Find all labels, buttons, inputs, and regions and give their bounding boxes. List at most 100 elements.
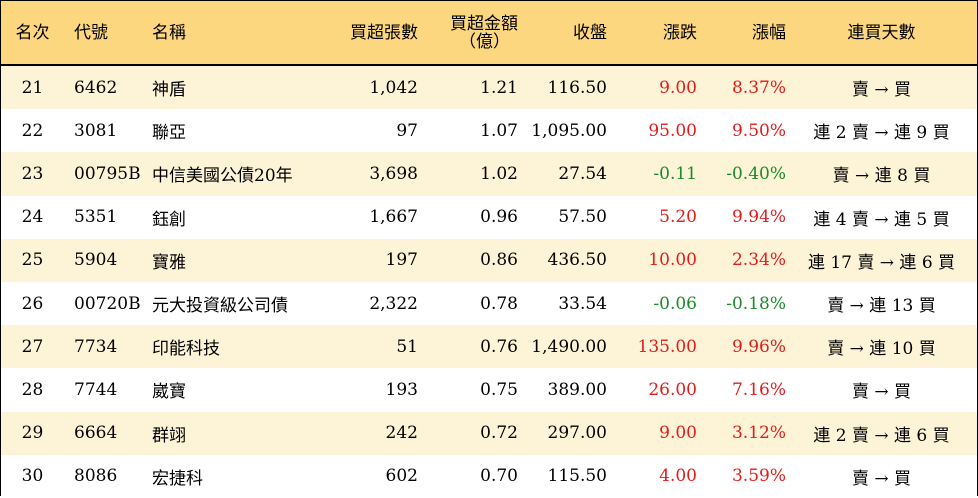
cell-buy-amount: 1.21 bbox=[418, 65, 518, 110]
cell-pct: 9.96% bbox=[697, 325, 786, 369]
cell-name: 鈺創 bbox=[148, 195, 318, 239]
cell-pct: 3.59% bbox=[697, 454, 786, 498]
cell-pct: -0.40% bbox=[697, 152, 786, 196]
cell-code: 00720B bbox=[64, 281, 148, 326]
cell-change: 135.00 bbox=[607, 325, 697, 369]
cell-close: 389.00 bbox=[518, 368, 607, 412]
cell-name: 宏捷科 bbox=[148, 454, 318, 498]
cell-close: 116.50 bbox=[518, 65, 607, 110]
table-row[interactable]: 30 8086 宏捷科 602 0.70 115.50 4.00 3.59% 賣 → 買 bbox=[1, 454, 977, 498]
table-row[interactable]: 25 5904 寶雅 197 0.86 436.50 10.00 2.34% 連 17 賣 → … bbox=[1, 238, 977, 282]
cell-rank: 24 bbox=[1, 195, 64, 239]
cell-code: 7734 bbox=[64, 325, 148, 369]
cell-days: 連 2 賣 → 連 6 買 bbox=[786, 411, 977, 455]
cell-buy-volume: 51 bbox=[318, 325, 418, 369]
table-row[interactable]: 24 5351 鈺創 1,667 0.96 57.50 5.20 9.94% 連 4 賣 → 連… bbox=[1, 195, 977, 239]
cell-rank: 29 bbox=[1, 411, 64, 455]
header-name[interactable]: 名稱 bbox=[148, 1, 318, 66]
table-row[interactable]: 28 7744 崴寶 193 0.75 389.00 26.00 7.16% 賣 → 買 bbox=[1, 368, 977, 412]
cell-close: 1,490.00 bbox=[518, 325, 607, 369]
table-row[interactable]: 29 6664 群翊 242 0.72 297.00 9.00 3.12% 連 2 賣 → 連 … bbox=[1, 411, 977, 455]
cell-code: 5351 bbox=[64, 195, 148, 239]
header-days[interactable]: 連買天數 bbox=[786, 1, 977, 66]
cell-name: 崴寶 bbox=[148, 368, 318, 412]
cell-buy-amount: 1.02 bbox=[418, 152, 518, 196]
cell-close: 436.50 bbox=[518, 238, 607, 282]
table-row[interactable]: 26 00720B 元大投資級公司債 2,322 0.78 33.54 -0.06 -0.18… bbox=[1, 281, 977, 326]
cell-rank: 25 bbox=[1, 238, 64, 282]
cell-code: 8086 bbox=[64, 454, 148, 498]
cell-change: 4.00 bbox=[607, 454, 697, 498]
cell-days: 賣 → 買 bbox=[786, 454, 977, 498]
cell-days: 賣 → 連 8 買 bbox=[786, 152, 977, 196]
cell-close: 57.50 bbox=[518, 195, 607, 239]
cell-change: 9.00 bbox=[607, 411, 697, 455]
cell-name: 群翊 bbox=[148, 411, 318, 455]
header-code[interactable]: 代號 bbox=[64, 1, 148, 66]
cell-change: 26.00 bbox=[607, 368, 697, 412]
header-pct[interactable]: 漲幅 bbox=[697, 1, 786, 66]
header-close[interactable]: 收盤 bbox=[518, 1, 607, 66]
cell-buy-volume: 193 bbox=[318, 368, 418, 412]
cell-buy-amount: 0.78 bbox=[418, 281, 518, 326]
cell-rank: 27 bbox=[1, 325, 64, 369]
cell-pct: 9.50% bbox=[697, 109, 786, 153]
cell-buy-amount: 0.96 bbox=[418, 195, 518, 239]
cell-days: 連 2 賣 → 連 9 買 bbox=[786, 109, 977, 153]
cell-change: -0.11 bbox=[607, 152, 697, 196]
cell-buy-volume: 3,698 bbox=[318, 152, 418, 196]
cell-close: 1,095.00 bbox=[518, 109, 607, 153]
cell-pct: 2.34% bbox=[697, 238, 786, 282]
cell-buy-amount: 0.75 bbox=[418, 368, 518, 412]
cell-buy-amount: 0.70 bbox=[418, 454, 518, 498]
cell-code: 5904 bbox=[64, 238, 148, 282]
header-buy-amount[interactable]: 買超金額 （億） bbox=[418, 1, 518, 66]
cell-name: 元大投資級公司債 bbox=[148, 281, 318, 326]
cell-buy-volume: 1,667 bbox=[318, 195, 418, 239]
cell-pct: 3.12% bbox=[697, 411, 786, 455]
cell-pct: -0.18% bbox=[697, 281, 786, 326]
cell-rank: 21 bbox=[1, 65, 64, 110]
cell-buy-amount: 0.86 bbox=[418, 238, 518, 282]
cell-name: 神盾 bbox=[148, 65, 318, 110]
cell-code: 3081 bbox=[64, 109, 148, 153]
cell-rank: 23 bbox=[1, 152, 64, 196]
cell-rank: 28 bbox=[1, 368, 64, 412]
cell-days: 連 4 賣 → 連 5 買 bbox=[786, 195, 977, 239]
cell-pct: 7.16% bbox=[697, 368, 786, 412]
cell-pct: 8.37% bbox=[697, 65, 786, 110]
cell-days: 賣 → 連 10 買 bbox=[786, 325, 977, 369]
cell-buy-amount: 1.07 bbox=[418, 109, 518, 153]
header-buy-volume[interactable]: 買超張數 bbox=[318, 1, 418, 66]
header-change[interactable]: 漲跌 bbox=[607, 1, 697, 66]
header-buy-amount-line2: （億） bbox=[459, 31, 510, 52]
cell-days: 連 17 賣 → 連 6 買 bbox=[786, 238, 977, 282]
table-row[interactable]: 27 7734 印能科技 51 0.76 1,490.00 135.00 9.96% 賣 → 連… bbox=[1, 325, 977, 369]
cell-days: 賣 → 連 13 買 bbox=[786, 281, 977, 326]
header-row: 名次 代號 名稱 買超張數 買超金額 （億） 收盤 漲跌 漲幅 連買天數 bbox=[1, 1, 977, 66]
cell-change: 95.00 bbox=[607, 109, 697, 153]
cell-close: 27.54 bbox=[518, 152, 607, 196]
cell-rank: 26 bbox=[1, 281, 64, 326]
cell-code: 6664 bbox=[64, 411, 148, 455]
cell-name: 印能科技 bbox=[148, 325, 318, 369]
table-row[interactable]: 21 6462 神盾 1,042 1.21 116.50 9.00 8.37% 賣 → 買 bbox=[1, 65, 977, 110]
cell-buy-amount: 0.72 bbox=[418, 411, 518, 455]
cell-rank: 30 bbox=[1, 454, 64, 498]
cell-change: 10.00 bbox=[607, 238, 697, 282]
header-buy-amount-line1: 買超金額 bbox=[450, 13, 518, 34]
cell-close: 115.50 bbox=[518, 454, 607, 498]
cell-pct: 9.94% bbox=[697, 195, 786, 239]
cell-buy-volume: 1,042 bbox=[318, 65, 418, 110]
table-row[interactable]: 22 3081 聯亞 97 1.07 1,095.00 95.00 9.50% 連 2 賣 → … bbox=[1, 109, 977, 153]
table-row[interactable]: 23 00795B 中信美國公債20年 3,698 1.02 27.54 -0.11 -0.4… bbox=[1, 152, 977, 196]
cell-change: 5.20 bbox=[607, 195, 697, 239]
cell-buy-volume: 197 bbox=[318, 238, 418, 282]
cell-close: 33.54 bbox=[518, 281, 607, 326]
header-rank[interactable]: 名次 bbox=[1, 1, 64, 66]
cell-name: 中信美國公債20年 bbox=[148, 152, 318, 196]
cell-buy-volume: 2,322 bbox=[318, 281, 418, 326]
cell-buy-volume: 602 bbox=[318, 454, 418, 498]
